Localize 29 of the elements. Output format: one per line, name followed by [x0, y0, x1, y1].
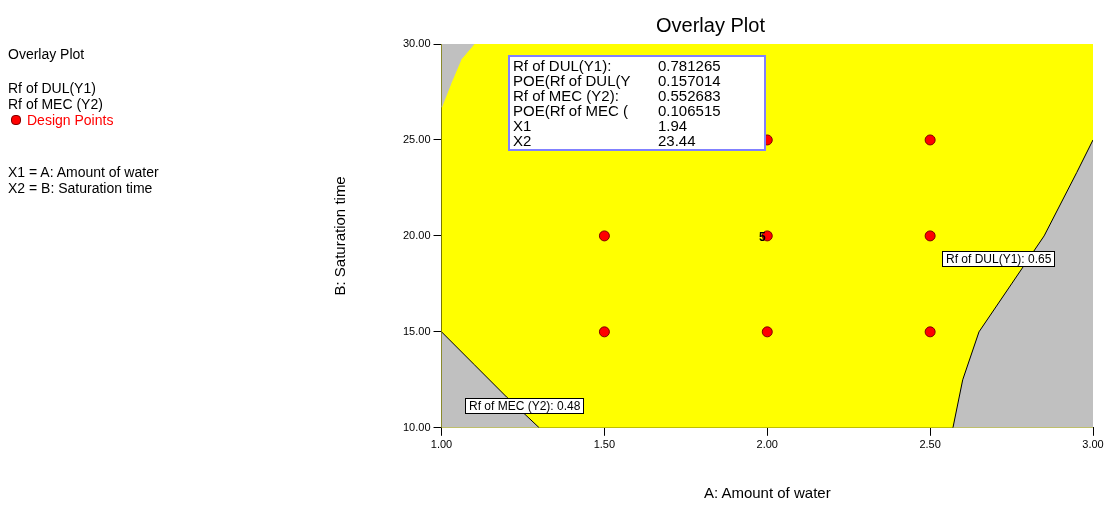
text: Rf of DUL(Y1) — [8, 80, 97, 96]
point — [598, 326, 610, 338]
y-tick-label: 20.00 — [403, 228, 431, 241]
x-axis-title: A: Amount of water — [703, 484, 831, 502]
point — [924, 230, 936, 242]
text: X2 = B: Saturation time — [8, 180, 154, 196]
y-tick-label: 10.00 — [403, 420, 431, 433]
x-tick-label: 2.50 — [919, 438, 941, 451]
y-tick-label: 30.00 — [403, 37, 431, 50]
y-axis-title: B: Saturation time — [331, 176, 349, 296]
point — [598, 230, 610, 242]
x-tick-label: 2.00 — [756, 438, 778, 451]
point — [924, 134, 936, 146]
text: X1 = A: Amount of water — [8, 164, 160, 180]
text: Rf of MEC (Y2) — [8, 96, 104, 112]
legend-label: Design Points — [27, 112, 114, 128]
y-tick-label: 25.00 — [403, 132, 431, 145]
annotation: 5 — [759, 230, 766, 244]
point — [924, 326, 936, 338]
x-tick-label: 3.00 — [1082, 438, 1104, 451]
note-box: Rf of DUL(Y1): 0.65 — [942, 251, 1056, 267]
x-tick-label: 1.00 — [430, 438, 453, 451]
info-box: Rf of DUL(Y1): 0.781265 POE(Rf of DUL(Y 0.157014 Rf of MEC (Y2): 0.552683 POE(Rf of MEC ( 0.106515 X1 1.94 X2 23.44 — [508, 55, 766, 151]
note-box: Rf of MEC (Y2): 0.48 — [465, 398, 585, 414]
y-tick-label: 15.00 — [403, 324, 431, 337]
point — [761, 326, 773, 338]
chart-title: Overlay Plot — [656, 13, 766, 36]
text: Overlay Plot — [8, 46, 86, 62]
x-tick-label: 1.50 — [593, 438, 616, 451]
